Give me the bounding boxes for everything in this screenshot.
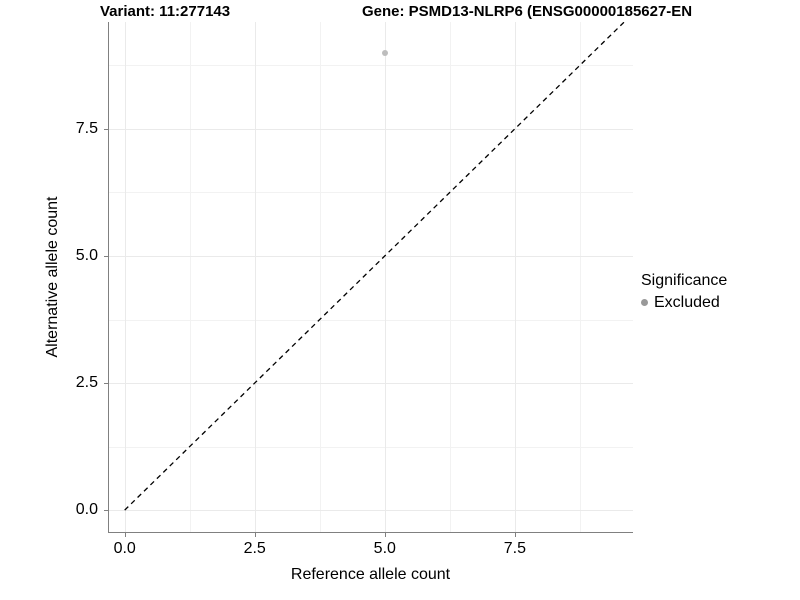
grid-line-horizontal (108, 383, 633, 384)
x-tick-mark (254, 533, 256, 537)
legend-entries: Excluded (641, 292, 727, 313)
legend: Significance Excluded (641, 270, 727, 313)
grid-line-horizontal (108, 65, 633, 67)
x-axis-spine (108, 532, 633, 533)
grid-line-horizontal (108, 510, 633, 512)
plot-area (108, 22, 633, 532)
y-tick-label: 5.0 (75, 246, 98, 264)
grid-line-vertical (579, 22, 581, 532)
grid-line-vertical (124, 22, 126, 532)
grid-line-horizontal (108, 192, 633, 194)
y-tick-label: 0.0 (75, 501, 98, 519)
y-axis-label: Alternative allele count (44, 196, 61, 358)
legend-title: Significance (641, 272, 728, 289)
grid-line-vertical (514, 22, 516, 532)
identity-line (108, 22, 633, 532)
grid-line-vertical (254, 22, 256, 532)
y-tick-mark (104, 383, 108, 384)
x-tick-label: 7.5 (503, 540, 527, 557)
grid-line-horizontal (108, 128, 633, 130)
y-tick-mark (104, 510, 108, 512)
grid-line-horizontal (108, 319, 633, 321)
grid-line-horizontal (108, 446, 633, 448)
x-tick-label: 5.0 (373, 540, 396, 557)
grid-line-horizontal (108, 255, 633, 257)
x-tick-label: 2.5 (243, 540, 266, 557)
grid-line-vertical (189, 22, 191, 532)
gene-title: Gene: PSMD13-NLRP6 (ENSG00000185627-EN (362, 3, 693, 20)
data-point[interactable] (381, 49, 388, 56)
grid-line-vertical (384, 22, 386, 532)
grid-line-vertical (449, 22, 451, 532)
grid-line-vertical (319, 22, 321, 532)
x-tick-mark (124, 533, 126, 537)
legend-entry[interactable]: Excluded (641, 292, 727, 313)
y-tick-mark (104, 255, 108, 257)
y-tick-label: 2.5 (75, 374, 98, 391)
y-axis-spine (108, 22, 109, 533)
x-tick-mark (384, 533, 386, 537)
variant-title: Variant: 11:277143 (100, 3, 231, 20)
legend-marker-icon (641, 299, 648, 306)
legend-entry-label: Excluded (654, 294, 720, 311)
y-tick-label: 7.5 (75, 119, 98, 137)
x-tick-label: 0.0 (113, 540, 136, 557)
y-tick-mark (104, 128, 108, 130)
x-axis-label: Reference allele count (290, 566, 451, 583)
x-tick-mark (514, 533, 516, 537)
